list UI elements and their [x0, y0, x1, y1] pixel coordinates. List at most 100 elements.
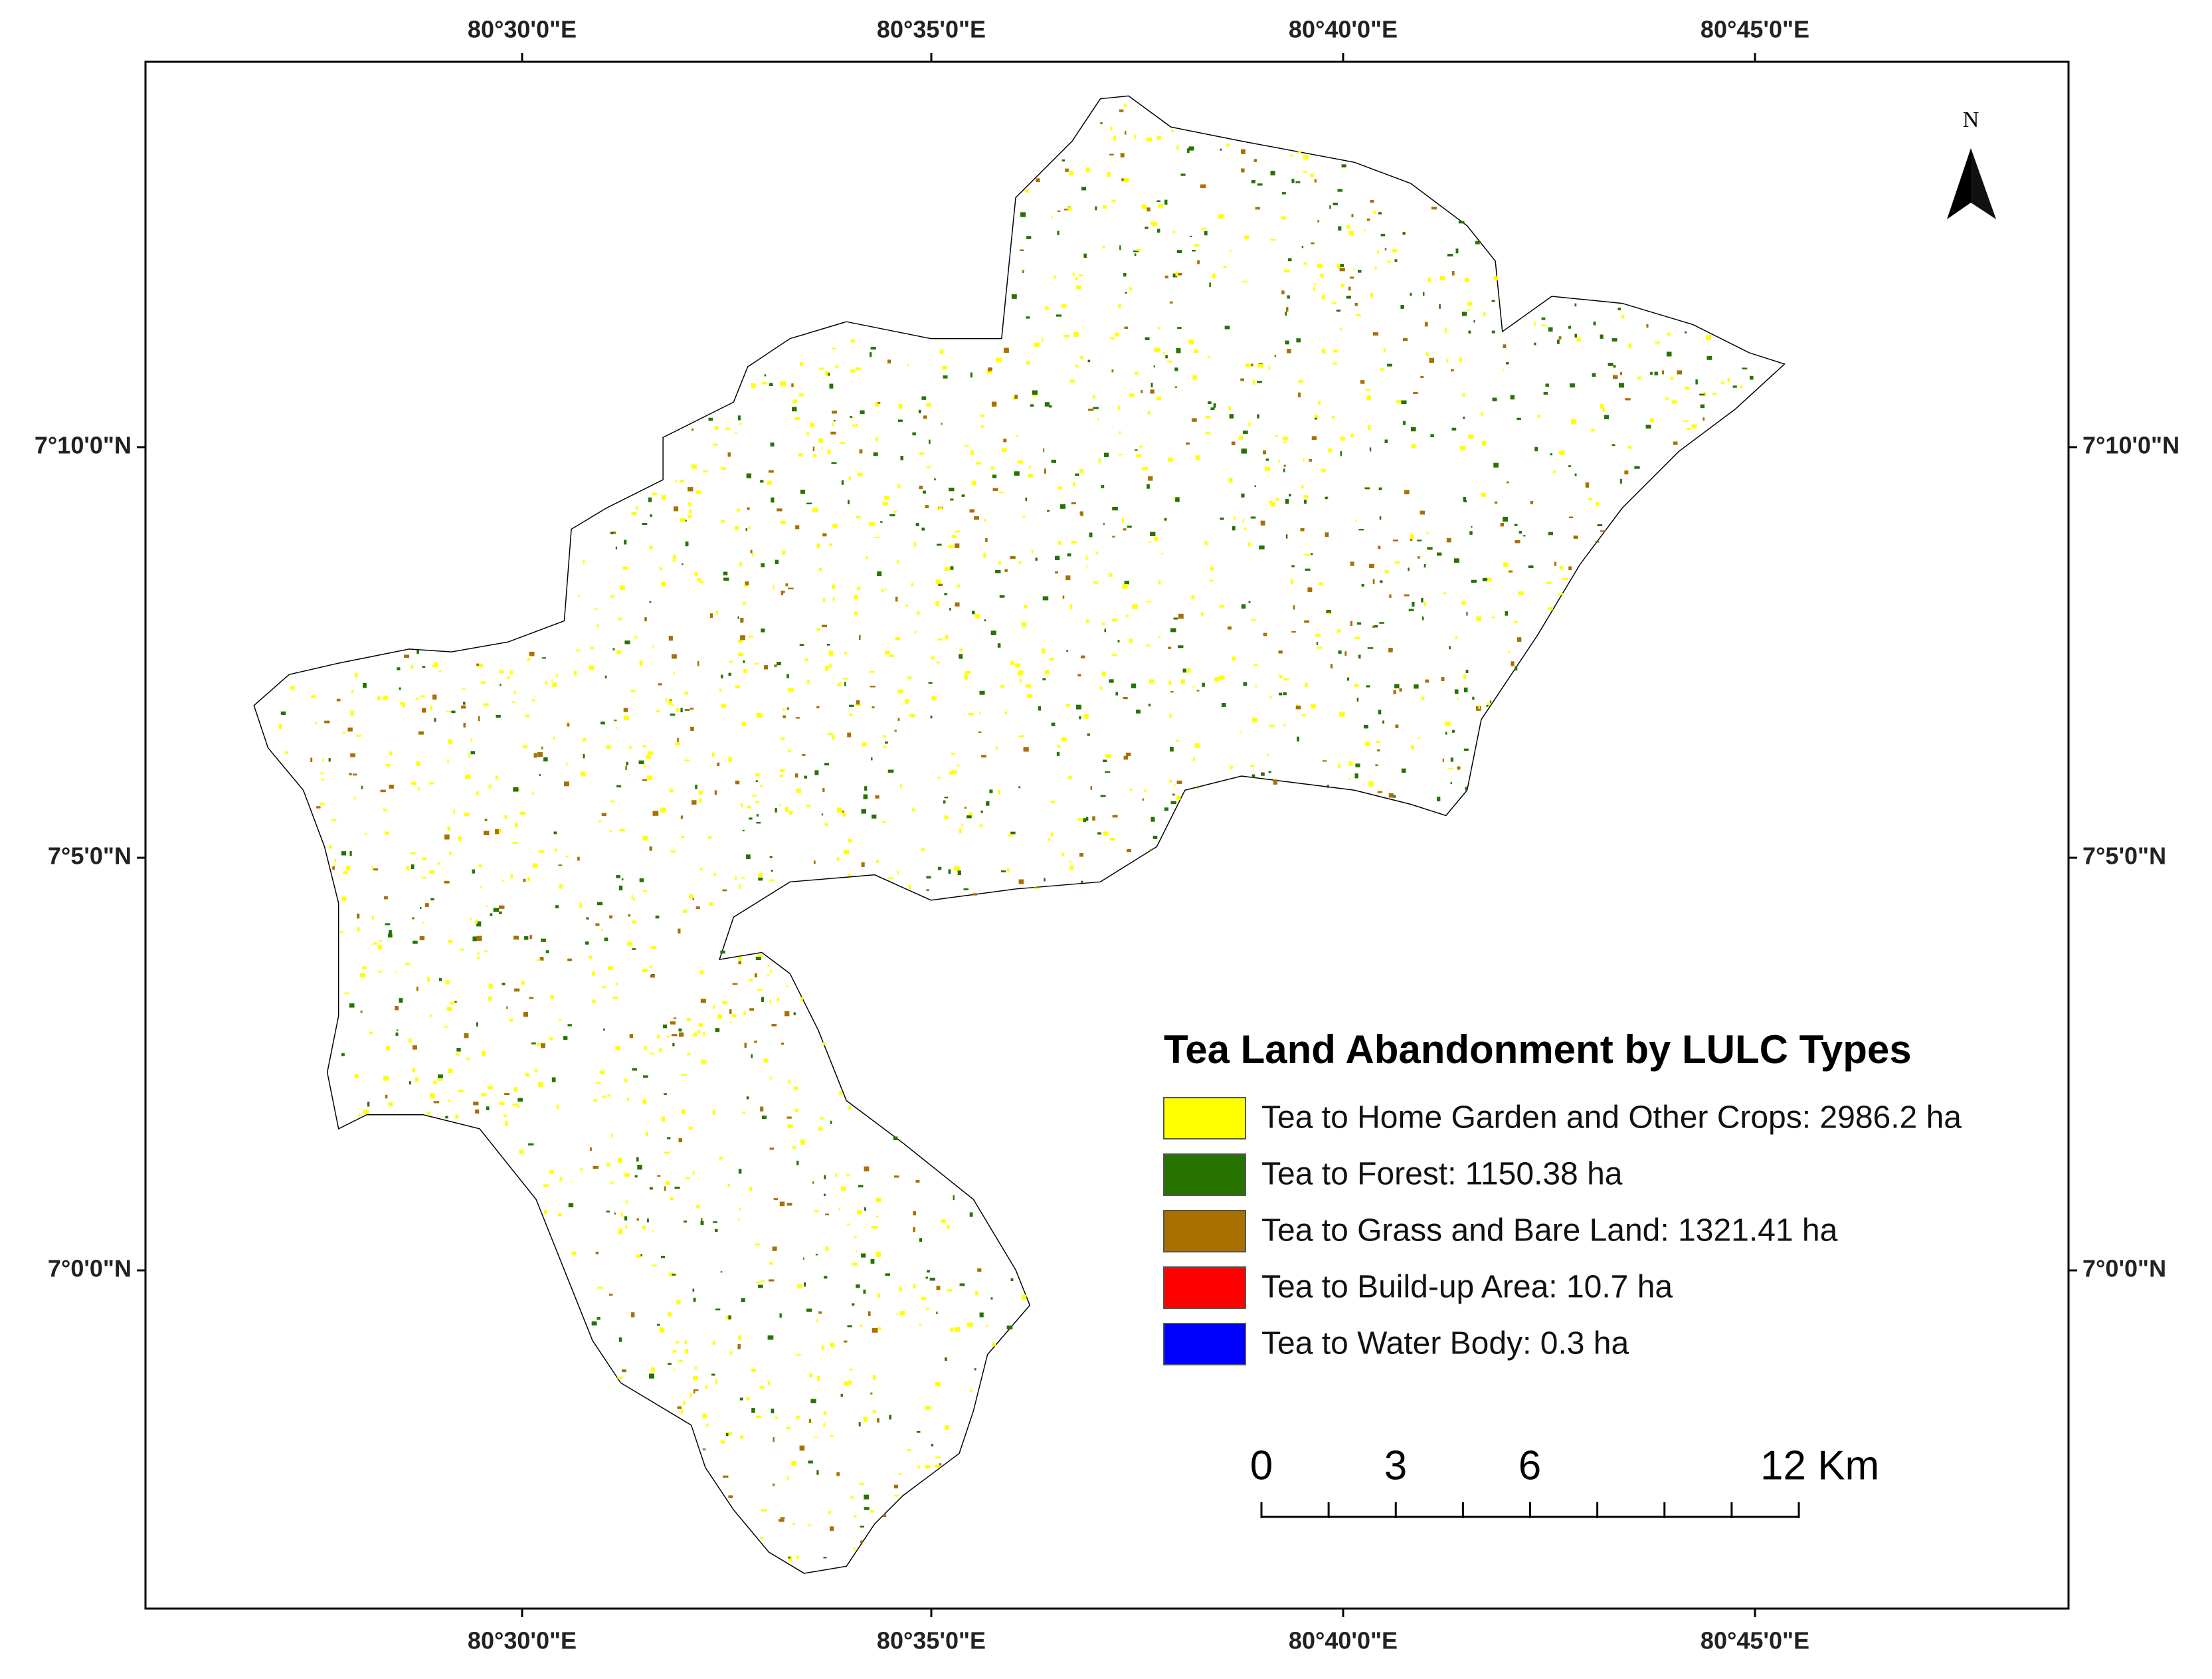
land-patch — [785, 807, 788, 812]
land-patch — [310, 757, 313, 763]
land-patch — [1369, 447, 1372, 452]
land-patch — [1204, 541, 1208, 545]
land-patch — [543, 757, 548, 761]
land-patch — [747, 507, 750, 510]
land-patch — [737, 1344, 741, 1349]
land-patch — [1439, 304, 1441, 309]
land-patch — [1395, 724, 1399, 728]
land-patch — [629, 1034, 633, 1038]
land-patch — [831, 462, 837, 464]
land-patch — [1424, 563, 1426, 568]
land-patch — [1383, 347, 1386, 353]
land-patch — [1576, 337, 1582, 342]
land-patch — [749, 1187, 753, 1192]
land-patch — [1151, 383, 1153, 387]
land-patch — [1058, 744, 1060, 748]
land-patch — [1321, 468, 1326, 472]
land-patch — [830, 1120, 832, 1124]
land-patch — [917, 1465, 920, 1469]
land-patch — [334, 858, 337, 862]
land-patch — [926, 876, 931, 879]
land-patch — [1430, 434, 1434, 437]
land-patch — [661, 1256, 666, 1258]
land-patch — [876, 860, 879, 863]
land-patch — [549, 1037, 553, 1040]
land-patch — [647, 775, 653, 780]
land-patch — [1099, 686, 1103, 690]
land-patch — [333, 865, 336, 868]
land-patch — [681, 836, 684, 839]
land-patch — [386, 1046, 390, 1051]
land-patch — [626, 1200, 628, 1204]
land-patch — [947, 1225, 950, 1229]
land-patch — [786, 1203, 792, 1206]
land-patch — [551, 1077, 556, 1082]
land-patch — [769, 1279, 775, 1282]
land-patch — [899, 1287, 902, 1292]
land-patch — [767, 965, 770, 967]
land-patch — [586, 917, 589, 920]
land-patch — [829, 543, 832, 546]
land-patch — [1534, 322, 1536, 326]
land-patch — [563, 1036, 568, 1040]
land-patch — [1257, 414, 1259, 419]
land-patch — [623, 708, 628, 712]
land-patch — [592, 971, 595, 976]
land-patch — [1000, 685, 1004, 688]
land-patch — [769, 856, 773, 858]
land-patch — [871, 757, 873, 761]
land-patch — [1180, 173, 1186, 176]
land-patch — [835, 1173, 837, 1177]
land-patch — [1074, 277, 1078, 280]
land-patch — [1465, 670, 1469, 674]
land-patch — [513, 787, 519, 792]
land-patch — [432, 694, 437, 700]
land-patch — [1042, 678, 1046, 680]
land-patch — [852, 1262, 858, 1266]
land-patch — [488, 785, 492, 789]
land-patch — [509, 670, 513, 675]
latitude-label-right: 7°10'0"N — [2082, 432, 2179, 459]
land-patch — [642, 745, 646, 747]
land-patch — [949, 607, 951, 611]
land-patch — [1360, 380, 1365, 384]
land-patch — [638, 760, 644, 764]
land-patch — [1340, 284, 1344, 288]
land-patch — [700, 867, 703, 870]
land-patch — [565, 855, 569, 858]
land-patch — [1315, 417, 1317, 420]
land-patch — [1124, 581, 1130, 585]
land-patch — [1317, 220, 1320, 223]
land-patch — [629, 746, 632, 749]
land-patch — [673, 671, 675, 674]
land-patch — [480, 886, 482, 888]
land-patch — [739, 1397, 743, 1401]
land-patch — [836, 857, 840, 861]
land-patch — [1093, 581, 1099, 584]
land-patch — [895, 597, 898, 602]
land-patch — [944, 567, 951, 571]
land-patch — [541, 938, 546, 942]
land-patch — [860, 1526, 864, 1528]
land-patch — [772, 1246, 777, 1251]
land-patch — [642, 890, 648, 892]
land-patch — [870, 1258, 875, 1264]
land-patch — [991, 401, 997, 407]
land-patch — [691, 800, 697, 805]
land-patch — [1425, 679, 1429, 683]
land-patch — [817, 1376, 820, 1381]
land-patch — [1038, 706, 1042, 711]
land-patch — [351, 690, 354, 693]
land-patch — [1491, 330, 1495, 334]
land-patch — [1370, 200, 1374, 203]
land-patch — [968, 812, 972, 817]
land-patch — [785, 583, 788, 587]
land-patch — [395, 1005, 399, 1011]
land-patch — [1481, 441, 1487, 446]
land-patch — [630, 690, 636, 692]
land-patch — [1447, 254, 1453, 256]
land-patch — [681, 1074, 687, 1076]
land-patch — [521, 981, 525, 985]
land-patch — [821, 813, 824, 816]
land-patch — [1514, 524, 1518, 526]
